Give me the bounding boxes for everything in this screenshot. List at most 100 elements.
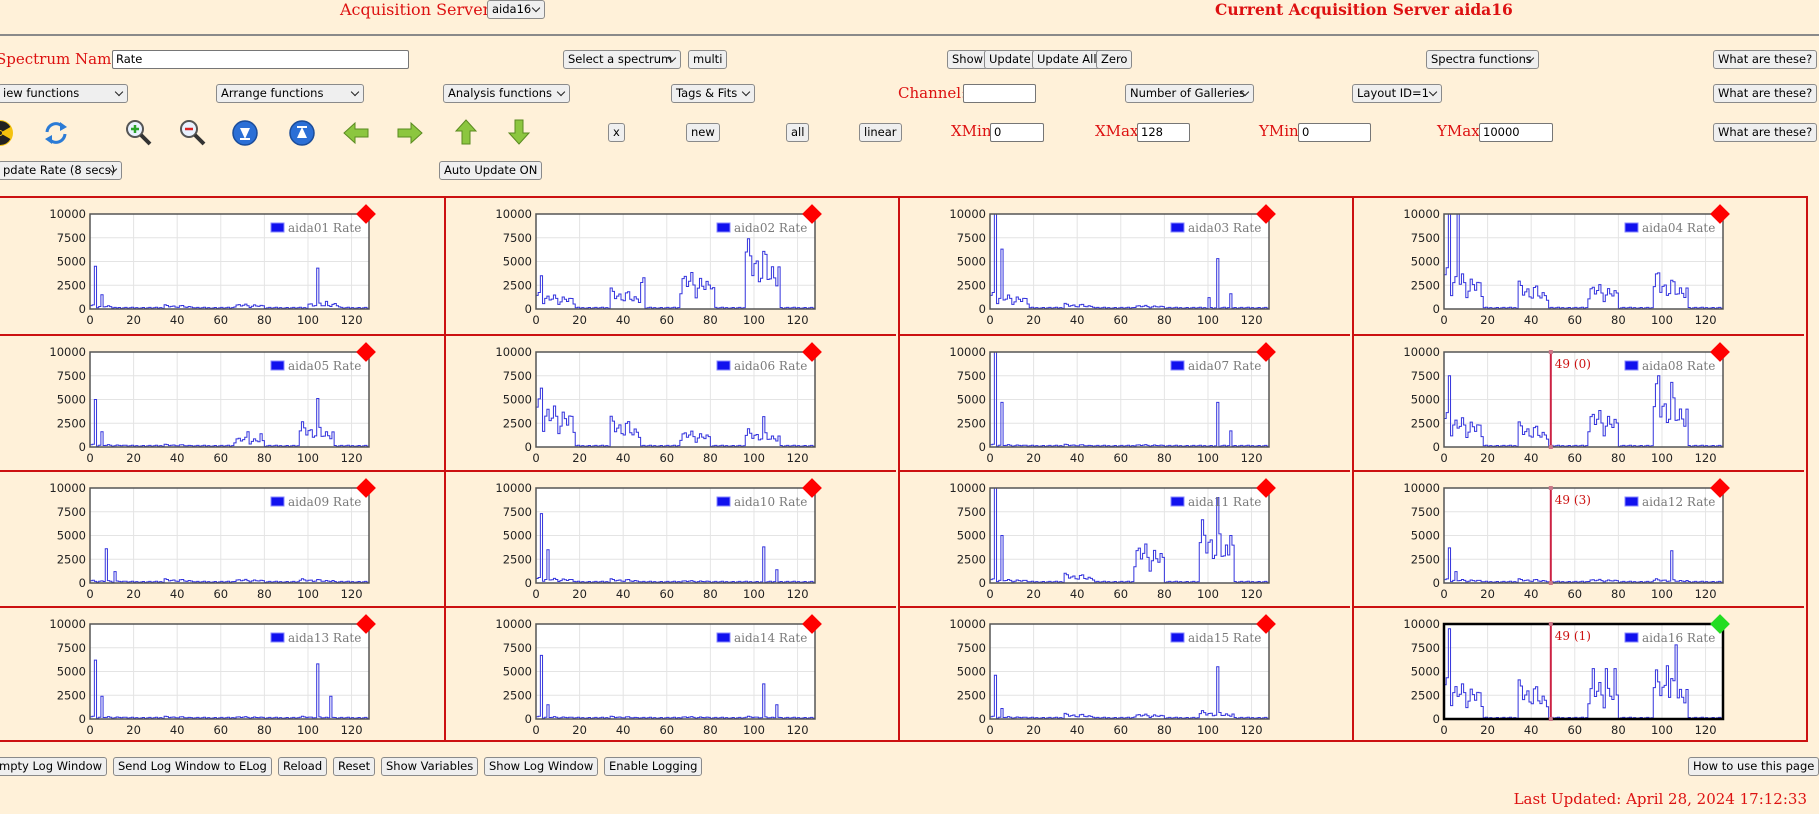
x-tick-label: 100: [1197, 313, 1219, 327]
xmax-input[interactable]: 128: [1137, 123, 1190, 142]
gallery-cell-11[interactable]: 0 20 40 60 80 100 120 0 2500 5000 7500 10000 aida11 …: [898, 470, 1350, 606]
gallery-cell-8[interactable]: 0 20 40 60 80 100 120 0 2500 5000 7500 10000 49 (0) a…: [1352, 334, 1804, 470]
multi-button[interactable]: multi: [688, 50, 728, 69]
spectrum-chart[interactable]: 0 20 40 60 80 100 120 0 2500 5000 7500 10000 49 (0) a…: [1354, 336, 1806, 472]
spectrum-chart[interactable]: 0 20 40 60 80 100 120 0 2500 5000 7500 10000 aida01 …: [0, 198, 452, 334]
reload-button[interactable]: Reload: [278, 757, 328, 776]
gallery-cell-6[interactable]: 0 20 40 60 80 100 120 0 2500 5000 7500 10000 aida06 …: [444, 334, 896, 470]
ymin-input[interactable]: 0: [1298, 123, 1371, 142]
number-of-galleries-dropdown[interactable]: Number of Galleries: [1125, 84, 1254, 103]
update-button[interactable]: Update: [984, 50, 1036, 69]
gallery-cell-9[interactable]: 0 20 40 60 80 100 120 0 2500 5000 7500 10000 aida09 …: [0, 470, 452, 606]
what-are-these-button-1[interactable]: What are these?: [1713, 50, 1818, 69]
y-tick-label: 7500: [957, 231, 986, 245]
analysis-functions-dropdown[interactable]: Analysis functions: [443, 84, 570, 103]
ymax-input[interactable]: 10000: [1479, 123, 1553, 142]
gallery-cell-7[interactable]: 0 20 40 60 80 100 120 0 2500 5000 7500 10000 aida07 …: [898, 334, 1350, 470]
xmin-input[interactable]: 0: [990, 123, 1044, 142]
gallery-cell-1[interactable]: 0 20 40 60 80 100 120 0 2500 5000 7500 10000 aida01 …: [0, 198, 452, 334]
zoom-out-icon[interactable]: [178, 118, 206, 146]
arrow-down-icon[interactable]: [505, 118, 533, 146]
y-tick-label: 2500: [503, 416, 532, 430]
status-diamond-icon[interactable]: [1256, 614, 1276, 634]
plot-frame: [1443, 213, 1724, 310]
spectrum-chart[interactable]: 0 20 40 60 80 100 120 0 2500 5000 7500 10000 aida11 …: [900, 472, 1352, 608]
spectrum-chart[interactable]: 0 20 40 60 80 100 120 0 2500 5000 7500 10000 aida06 …: [446, 336, 898, 472]
status-diamond-icon[interactable]: [356, 478, 376, 498]
status-diamond-icon[interactable]: [1710, 342, 1730, 362]
gallery-cell-16[interactable]: 0 20 40 60 80 100 120 0 2500 5000 7500 10000 49 (1) a…: [1352, 606, 1804, 742]
update-all-button[interactable]: Update All: [1032, 50, 1102, 69]
reset-button[interactable]: Reset: [333, 757, 376, 776]
arrow-left-icon[interactable]: [342, 119, 370, 147]
spectrum-chart[interactable]: 0 20 40 60 80 100 120 0 2500 5000 7500 10000 aida15 …: [900, 608, 1352, 744]
refresh-icon[interactable]: [42, 119, 70, 147]
spectrum-chart[interactable]: 0 20 40 60 80 100 120 0 2500 5000 7500 10000 aida10 …: [446, 472, 898, 608]
spectrum-chart[interactable]: 0 20 40 60 80 100 120 0 2500 5000 7500 10000 aida04 …: [1354, 198, 1806, 334]
gallery-cell-15[interactable]: 0 20 40 60 80 100 120 0 2500 5000 7500 10000 aida15 …: [898, 606, 1350, 742]
spectrum-chart[interactable]: 0 20 40 60 80 100 120 0 2500 5000 7500 10000 aida14 …: [446, 608, 898, 744]
down-circle-icon[interactable]: [231, 119, 259, 147]
what-are-these-button-3[interactable]: What are these?: [1713, 123, 1818, 142]
status-diamond-icon[interactable]: [1256, 478, 1276, 498]
what-are-these-button-2[interactable]: What are these?: [1713, 84, 1818, 103]
status-diamond-icon[interactable]: [356, 204, 376, 224]
spectra-functions-dropdown[interactable]: Spectra functions: [1426, 50, 1539, 69]
show-variables-button[interactable]: Show Variables: [381, 757, 479, 776]
show-button[interactable]: Show: [947, 50, 989, 69]
linear-button[interactable]: linear: [859, 123, 902, 142]
arrange-functions-dropdown[interactable]: Arrange functions: [216, 84, 364, 103]
tags-fits-dropdown[interactable]: Tags & Fits: [671, 84, 755, 103]
arrow-up-icon[interactable]: [452, 118, 480, 146]
spectrum-chart[interactable]: 0 20 40 60 80 100 120 0 2500 5000 7500 10000 aida03 …: [900, 198, 1352, 334]
status-diamond-icon[interactable]: [1710, 478, 1730, 498]
acquisition-server-select[interactable]: aida16: [487, 0, 545, 19]
spectrum-chart[interactable]: 0 20 40 60 80 100 120 0 2500 5000 7500 10000 aida07 …: [900, 336, 1352, 472]
update-rate-dropdown[interactable]: pdate Rate (8 secs): [0, 161, 122, 180]
y-tick-label: 2500: [57, 416, 86, 430]
all-button[interactable]: all: [786, 123, 810, 142]
channel-input[interactable]: [963, 84, 1036, 103]
gallery-cell-4[interactable]: 0 20 40 60 80 100 120 0 2500 5000 7500 10000 aida04 …: [1352, 198, 1804, 334]
y-tick-label: 10000: [49, 481, 86, 495]
gallery-cell-10[interactable]: 0 20 40 60 80 100 120 0 2500 5000 7500 10000 aida10 …: [444, 470, 896, 606]
enable-logging-button[interactable]: Enable Logging: [604, 757, 703, 776]
status-diamond-icon[interactable]: [1256, 342, 1276, 362]
zero-button[interactable]: Zero: [1096, 50, 1133, 69]
x-button[interactable]: x: [608, 123, 625, 142]
status-diamond-icon[interactable]: [1256, 204, 1276, 224]
select-spectrum-dropdown[interactable]: Select a spectrum: [563, 50, 681, 69]
spectrum-chart[interactable]: 0 20 40 60 80 100 120 0 2500 5000 7500 10000 aida13 …: [0, 608, 452, 744]
empty-log-window-button[interactable]: mpty Log Window: [0, 757, 108, 776]
spectrum-chart[interactable]: 0 20 40 60 80 100 120 0 2500 5000 7500 10000 aida09 …: [0, 472, 452, 608]
spectrum-chart[interactable]: 0 20 40 60 80 100 120 0 2500 5000 7500 10000 aida05 …: [0, 336, 452, 472]
how-to-use-button[interactable]: How to use this page: [1688, 757, 1819, 776]
status-diamond-icon[interactable]: [1710, 204, 1730, 224]
gallery-cell-12[interactable]: 0 20 40 60 80 100 120 0 2500 5000 7500 10000 49 (3) a…: [1352, 470, 1804, 606]
view-functions-dropdown[interactable]: iew functions: [0, 84, 128, 103]
auto-update-button[interactable]: Auto Update ON: [439, 161, 543, 180]
gallery-cell-13[interactable]: 0 20 40 60 80 100 120 0 2500 5000 7500 10000 aida13 …: [0, 606, 452, 742]
y-tick-label: 7500: [1411, 505, 1440, 519]
gallery-cell-3[interactable]: 0 20 40 60 80 100 120 0 2500 5000 7500 10000 aida03 …: [898, 198, 1350, 334]
x-tick-label: 40: [1524, 451, 1539, 465]
arrow-right-icon[interactable]: [396, 119, 424, 147]
spectrum-chart[interactable]: 0 20 40 60 80 100 120 0 2500 5000 7500 10000 49 (1) a…: [1354, 608, 1806, 744]
up-circle-icon[interactable]: [288, 119, 316, 147]
status-diamond-icon[interactable]: [356, 342, 376, 362]
spectrum-chart[interactable]: 0 20 40 60 80 100 120 0 2500 5000 7500 10000 aida02 …: [446, 198, 898, 334]
layout-dropdown[interactable]: Layout ID=1: [1352, 84, 1442, 103]
spectrum-chart[interactable]: 0 20 40 60 80 100 120 0 2500 5000 7500 10000 49 (3) a…: [1354, 472, 1806, 608]
gallery-cell-14[interactable]: 0 20 40 60 80 100 120 0 2500 5000 7500 10000 aida14 …: [444, 606, 896, 742]
x-tick-label: 0: [86, 587, 93, 601]
y-tick-label: 5000: [957, 529, 986, 543]
send-log-to-elog-button[interactable]: Send Log Window to ELog: [113, 757, 272, 776]
status-diamond-icon[interactable]: [1710, 614, 1730, 634]
gallery-cell-5[interactable]: 0 20 40 60 80 100 120 0 2500 5000 7500 10000 aida05 …: [0, 334, 452, 470]
new-button[interactable]: new: [686, 123, 720, 142]
zoom-in-icon[interactable]: [124, 118, 152, 146]
radiation-icon[interactable]: [0, 119, 14, 147]
spectrum-name-input[interactable]: Rate: [112, 50, 409, 69]
show-log-window-button[interactable]: Show Log Window: [484, 757, 599, 776]
gallery-cell-2[interactable]: 0 20 40 60 80 100 120 0 2500 5000 7500 10000 aida02 …: [444, 198, 896, 334]
